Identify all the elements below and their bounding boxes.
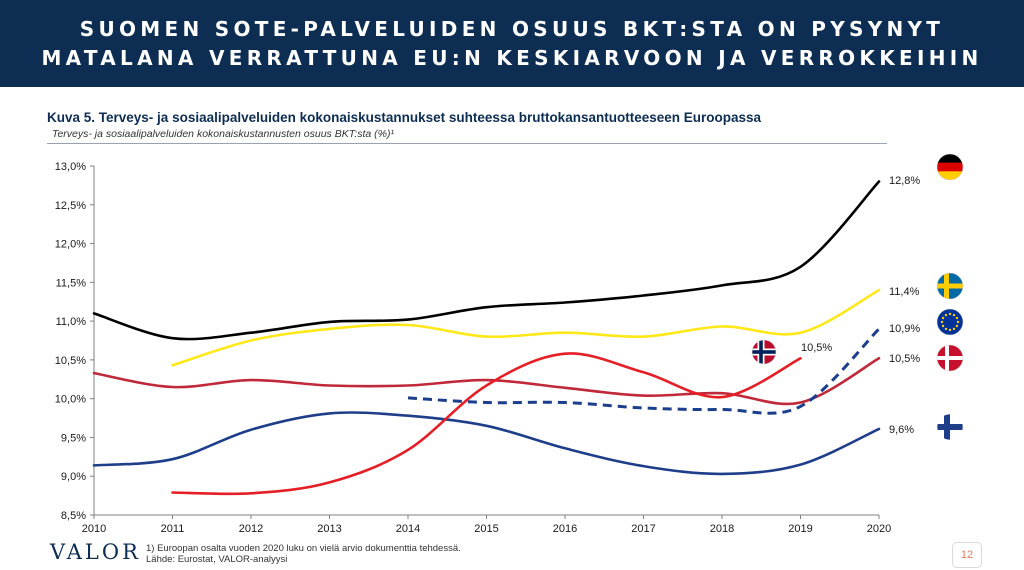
y-tick-label: 9,0% — [61, 471, 86, 483]
data-label-sweden: 11,4% — [889, 286, 920, 298]
eu-series-line — [407, 327, 881, 415]
data-label-denmark: 10,5% — [889, 353, 920, 365]
x-tick-label: 2011 — [161, 523, 185, 535]
y-tick-label: 9,5% — [61, 432, 86, 444]
flag-stripe — [937, 171, 963, 180]
eu-flag-body — [937, 309, 963, 335]
flag-outline — [936, 272, 964, 300]
headline-line-2: MATALANA VERRATTUNA EU:N KESKIARVOON JA … — [41, 45, 983, 70]
flag-star — [952, 313, 956, 317]
flag-outline — [936, 413, 964, 441]
figure-divider — [47, 143, 887, 144]
germany-flag-body — [937, 154, 963, 180]
flag-star — [948, 312, 952, 316]
x-tick-label: 2014 — [396, 523, 420, 535]
footnote-line-1: 1) Euroopan osalta vuoden 2020 luku on v… — [146, 543, 461, 554]
sweden-flag-icon — [936, 272, 964, 300]
flag-outline — [936, 153, 964, 181]
y-tick-label: 10,5% — [55, 355, 86, 367]
y-tick-label: 11,5% — [56, 277, 87, 289]
flag-cross-v-inner — [759, 340, 763, 364]
flag-stripe — [937, 154, 963, 164]
flag-outline — [936, 308, 964, 336]
x-tick-label: 2019 — [788, 523, 812, 535]
flag-cross-h-inner — [752, 350, 776, 354]
finland-flag-icon — [936, 413, 964, 441]
germany-flag-icon — [936, 153, 964, 181]
flag-star — [944, 327, 948, 331]
valor-logo: VALOR — [50, 540, 141, 564]
x-tick-label: 2010 — [82, 523, 106, 535]
flag-star — [948, 328, 952, 332]
headline-line-1: SUOMEN SOTE-PALVELUIDEN OSUUS BKT:STA ON… — [79, 16, 945, 41]
x-tick-label: 2015 — [474, 523, 498, 535]
data-label-germany: 12,8% — [889, 175, 920, 187]
page-number: 12 — [952, 542, 982, 568]
figure-title: Kuva 5. Terveys- ja sosiaalipalveluiden … — [47, 110, 762, 125]
flag-cross-h — [937, 356, 963, 360]
sweden-flag-body — [937, 273, 963, 299]
flag-star — [940, 320, 944, 324]
y-tick-label: 10,0% — [55, 394, 86, 406]
y-tick-label: 11,0% — [56, 316, 87, 328]
footnote: 1) Euroopan osalta vuoden 2020 luku on v… — [146, 543, 461, 565]
y-tick-label: 12,0% — [55, 239, 86, 251]
figure-subtitle: Terveys- ja sosiaalipalveluiden kokonais… — [52, 128, 395, 140]
flag-cross-v — [945, 345, 949, 371]
data-label-eu: 10,9% — [889, 323, 920, 335]
data-label-finland: 9,6% — [889, 424, 914, 436]
eu-flag-icon — [936, 308, 964, 336]
slide-header: SUOMEN SOTE-PALVELUIDEN OSUUS BKT:STA ON… — [0, 0, 1024, 87]
flag-star — [941, 324, 945, 328]
x-tick-label: 2017 — [631, 523, 655, 535]
flag-stripe — [937, 162, 963, 173]
norway-flag-icon — [751, 339, 777, 365]
norway-flag-body — [752, 340, 776, 364]
flag-outline — [751, 339, 777, 365]
y-tick-label: 8,5% — [61, 510, 86, 522]
x-tick-label: 2020 — [867, 523, 891, 535]
finland-flag-body — [937, 414, 963, 440]
flag-star — [955, 316, 959, 320]
flag-outline — [936, 344, 964, 372]
denmark-flag-icon — [936, 344, 964, 372]
x-tick-label: 2012 — [239, 523, 263, 535]
flag-star — [956, 320, 960, 324]
y-tick-label: 13,0% — [55, 161, 86, 173]
y-tick-label: 12,5% — [55, 200, 86, 212]
x-tick-label: 2013 — [317, 523, 341, 535]
flag-cross-v — [944, 414, 950, 440]
x-tick-label: 2018 — [710, 523, 734, 535]
data-label-norway: 10,5% — [801, 342, 832, 354]
denmark-flag-body — [937, 345, 963, 371]
x-tick-label: 2016 — [553, 523, 577, 535]
sweden-series-line — [171, 288, 881, 367]
denmark-series-line — [92, 357, 881, 406]
germany-series-line — [92, 180, 881, 341]
flag-star — [944, 313, 948, 317]
flag-star — [941, 316, 945, 320]
flag-star — [955, 324, 959, 328]
finland-series-line — [92, 411, 881, 476]
norway-series-line — [171, 352, 802, 496]
flag-cross-v — [944, 273, 949, 299]
flag-star — [952, 327, 956, 331]
flag-cross-h — [937, 283, 963, 289]
source-line: Lähde: Eurostat, VALOR-analyysi — [146, 554, 288, 565]
